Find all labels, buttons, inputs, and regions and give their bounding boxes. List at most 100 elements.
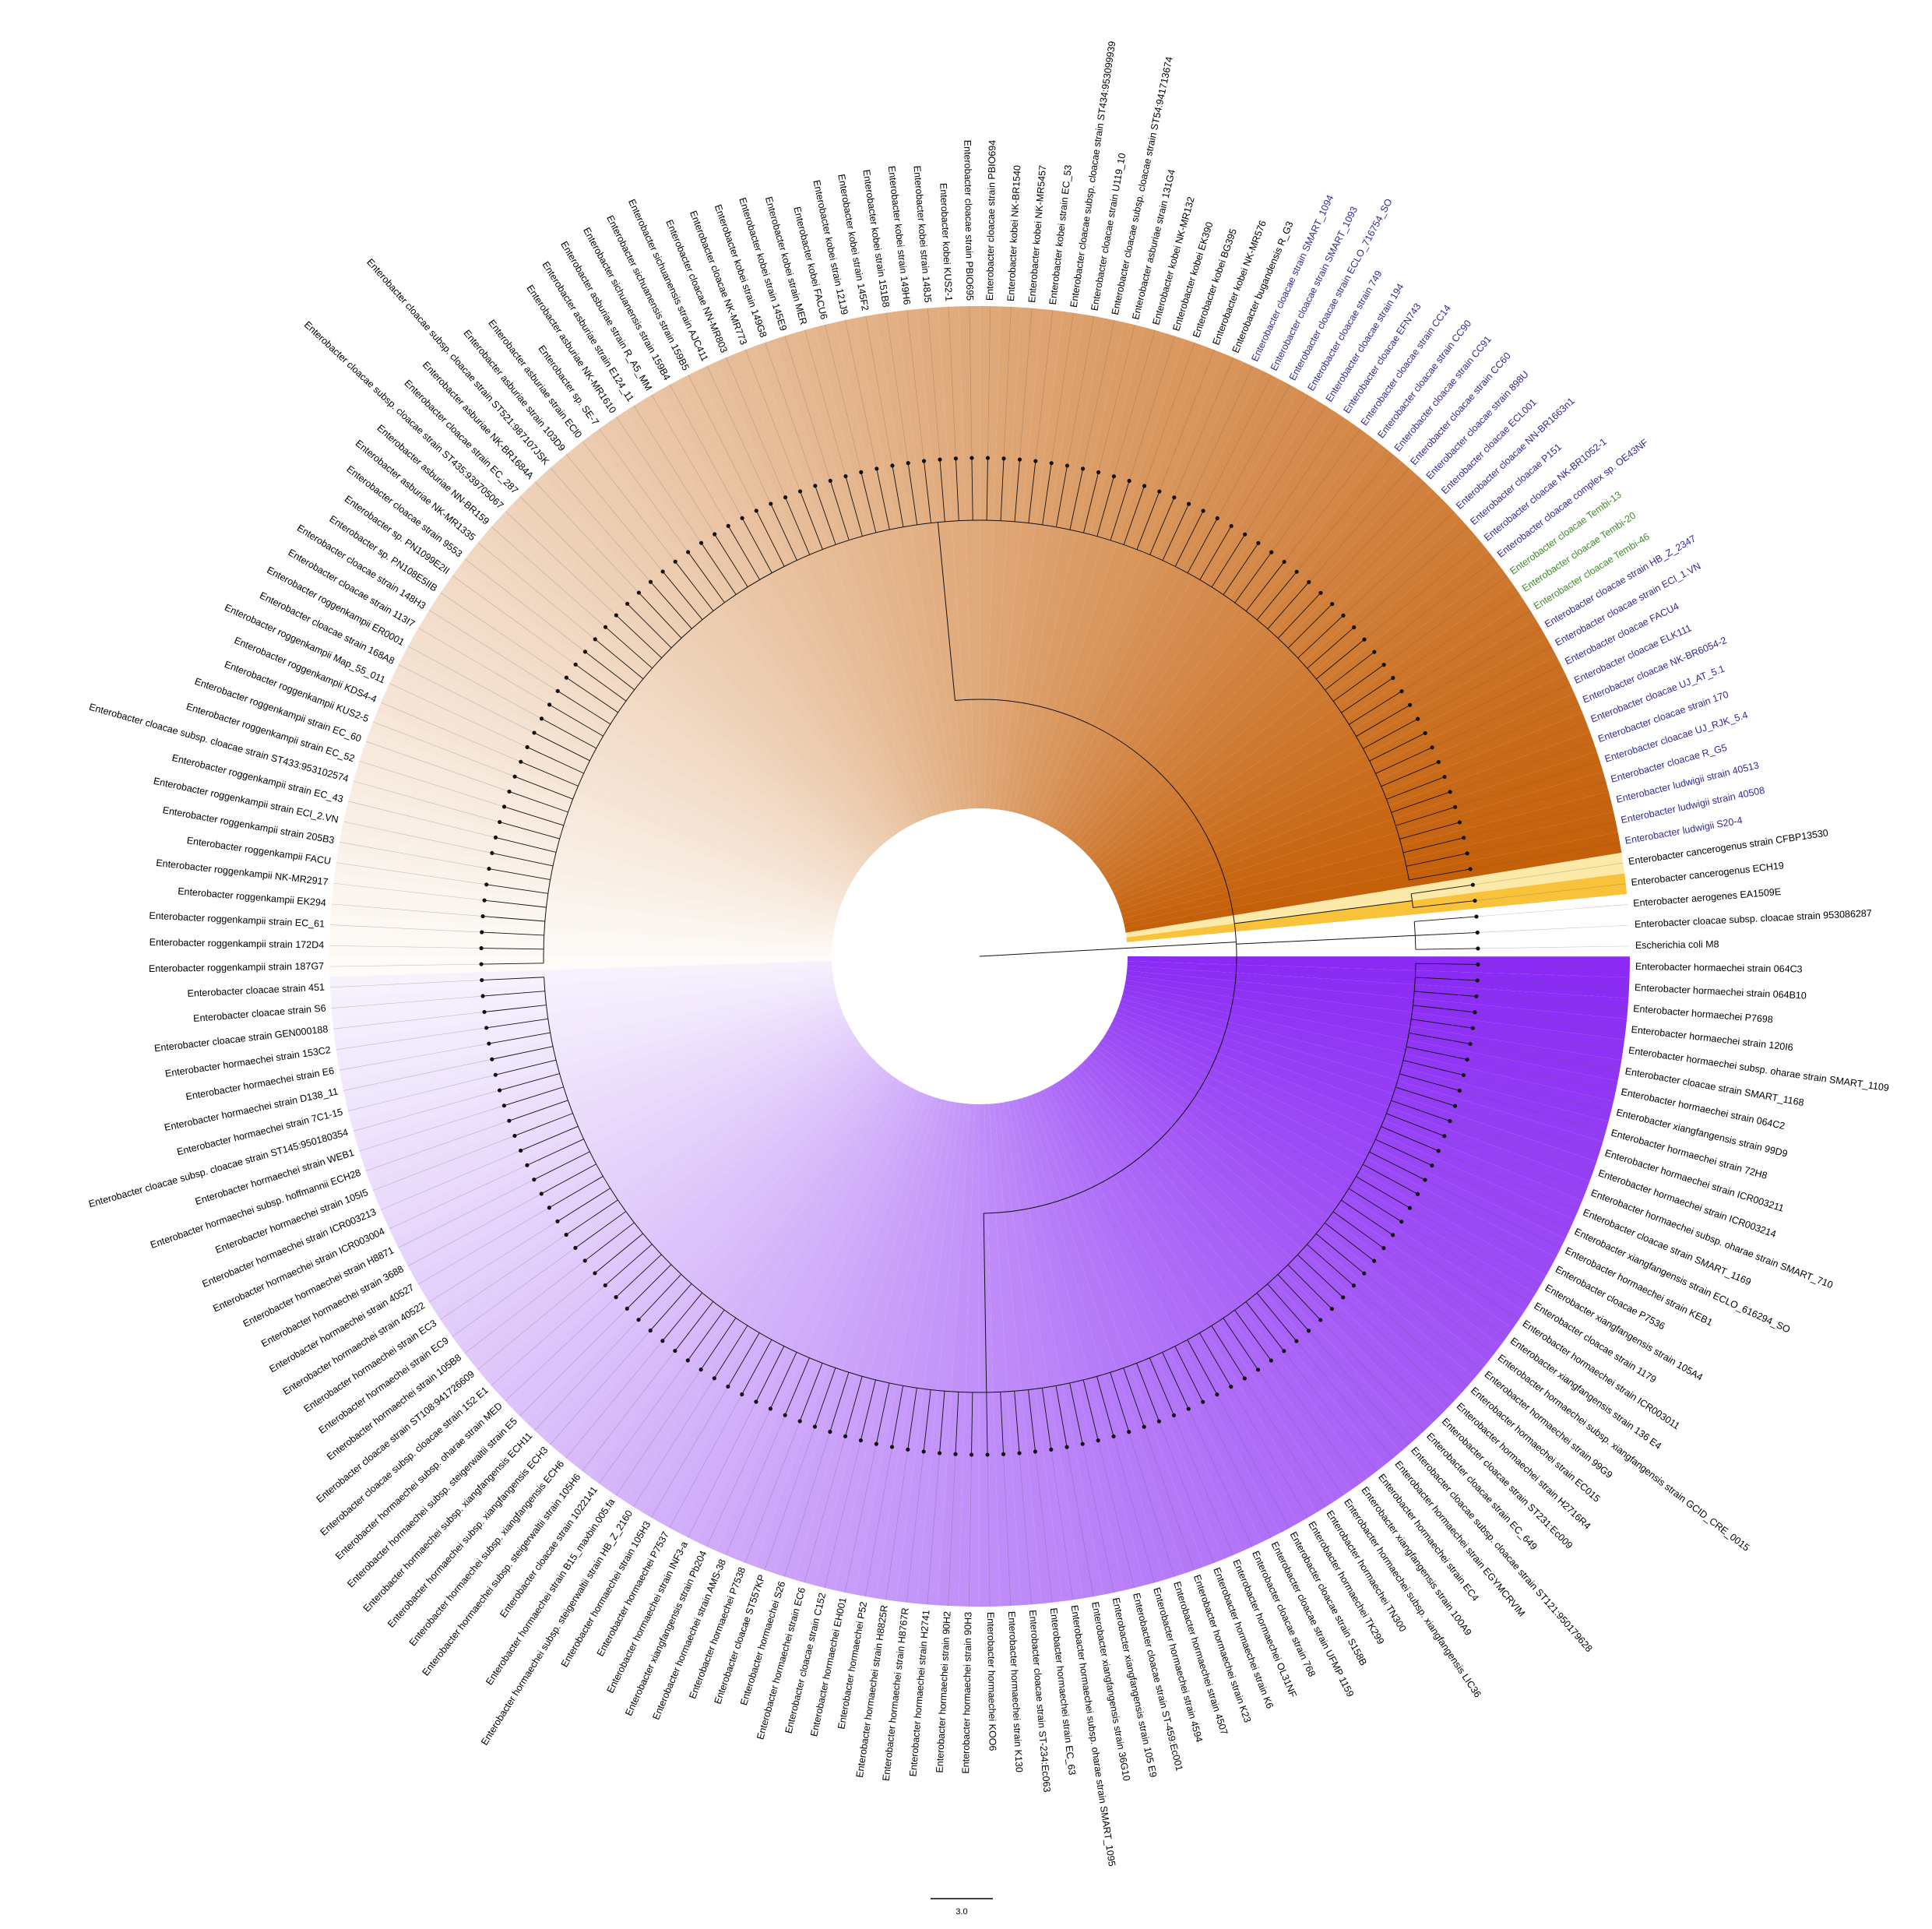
leader-line <box>987 306 991 459</box>
leader-line <box>633 405 715 535</box>
leaf-sector <box>1127 956 1630 978</box>
leaf-tip <box>726 1384 730 1389</box>
leaf-tip <box>1457 820 1462 825</box>
leaf-tip <box>1329 1307 1335 1311</box>
leaf-tip <box>484 1026 489 1030</box>
branch <box>1297 1254 1343 1298</box>
leader-line <box>1019 1452 1032 1605</box>
branch <box>1341 1199 1393 1236</box>
leaf-tip <box>1201 1399 1205 1404</box>
leader-line <box>1459 781 1606 823</box>
leader-line <box>1114 329 1156 477</box>
branch <box>604 1244 653 1286</box>
leaf-sector <box>1121 771 1609 919</box>
leaf-sector <box>471 1048 867 1378</box>
branch <box>971 1392 973 1455</box>
leaf-sector <box>1124 832 1622 933</box>
leader-line <box>389 683 528 748</box>
branch <box>1041 1388 1052 1450</box>
leaf-tip <box>859 470 864 474</box>
leader-line <box>1374 558 1495 653</box>
leaf-sector <box>959 305 980 809</box>
branch <box>1316 639 1365 680</box>
leaf-tip <box>648 579 653 584</box>
branch <box>1277 593 1321 639</box>
leaf-sector <box>1095 551 1501 868</box>
leader-line <box>1455 1105 1600 1152</box>
branch <box>1069 1382 1083 1445</box>
leader-line <box>353 780 500 822</box>
leaf-label: Enterobacter hormaechei strain H2741 <box>907 1610 931 1777</box>
leaf-sector <box>446 1040 861 1346</box>
branch <box>955 458 959 521</box>
leader-line <box>784 336 831 481</box>
leaf-tip <box>480 977 484 983</box>
leaf-sector <box>1086 504 1462 857</box>
leaf-tip <box>1430 1163 1434 1168</box>
leaf-tip <box>783 495 788 500</box>
branch <box>1110 1372 1130 1432</box>
leader-line <box>407 646 542 720</box>
leader-line <box>599 428 688 553</box>
leaf-sector <box>435 1037 859 1329</box>
leader-line <box>948 306 956 459</box>
branch <box>627 603 672 649</box>
leader-line <box>407 1193 542 1267</box>
branch <box>907 1388 917 1450</box>
leaf-sector <box>875 1102 961 1602</box>
branch <box>557 1188 611 1222</box>
branch <box>605 626 653 669</box>
leaf-sector <box>498 1055 874 1409</box>
leaf-tip <box>519 759 523 764</box>
branch <box>509 791 568 813</box>
leaf-tip <box>1049 461 1054 466</box>
leaf-sector <box>332 970 833 1040</box>
leader-line <box>398 664 535 734</box>
leaf-tip <box>519 1148 523 1153</box>
leaf-sector <box>498 503 874 857</box>
leader-line <box>343 1058 492 1091</box>
leader-line <box>633 1378 715 1508</box>
leaf-tip <box>1156 1419 1162 1424</box>
leaf-tip <box>1256 540 1261 546</box>
leader-line <box>1066 1447 1094 1597</box>
leaf-tip <box>1033 459 1038 463</box>
leader-line <box>331 995 484 1009</box>
leader-line <box>333 1012 485 1030</box>
leaf-sector <box>794 1098 942 1586</box>
leaf-tip <box>1229 523 1233 529</box>
leaf-sector <box>329 956 832 977</box>
leader-line <box>336 862 487 885</box>
leaf-tip <box>828 478 832 483</box>
leader-line <box>1438 702 1579 762</box>
leaf-sector <box>896 308 966 810</box>
branch <box>907 463 918 525</box>
leaf-tip <box>614 1295 618 1300</box>
branch <box>484 1005 547 1012</box>
leaf-tip <box>1186 502 1191 506</box>
branch <box>1287 1264 1332 1310</box>
branch <box>815 1368 836 1427</box>
branch <box>481 931 544 936</box>
leaf-tip <box>501 804 507 809</box>
branch <box>701 542 737 595</box>
branch <box>1409 1032 1471 1044</box>
leaf-sector <box>1121 994 1609 1142</box>
leaf-sector <box>989 1104 1042 1606</box>
branch <box>557 690 611 725</box>
leaf-sector <box>1127 935 1631 957</box>
branch <box>1406 1046 1468 1061</box>
leaf-tip <box>1186 1406 1191 1411</box>
branch <box>626 1264 672 1309</box>
leaf-tip <box>953 1452 958 1456</box>
leaf-tip <box>906 461 910 466</box>
leader-line <box>380 1150 521 1210</box>
leader-line <box>1409 628 1542 706</box>
branch <box>1415 931 1478 936</box>
branch <box>815 485 836 545</box>
branch <box>1042 463 1052 525</box>
leaf-tip <box>726 523 730 528</box>
branch <box>1395 806 1455 826</box>
leaf-sector <box>458 551 864 868</box>
leaf-tip <box>593 637 597 642</box>
